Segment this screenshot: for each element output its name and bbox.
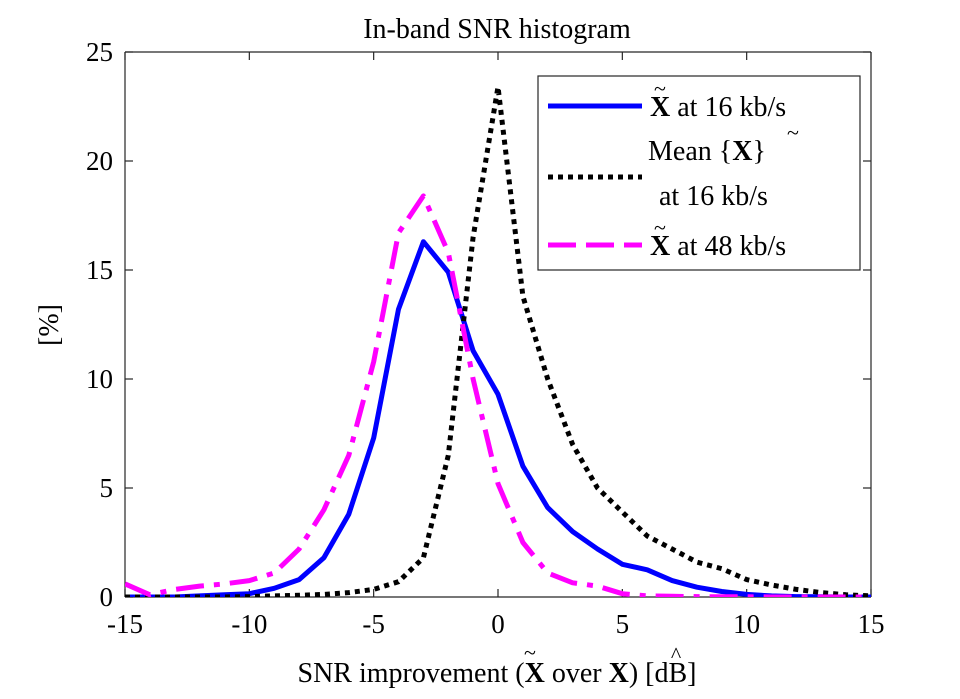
- x-tick-label: 10: [733, 609, 760, 639]
- x-label-tilde-accent: ~: [524, 640, 536, 665]
- y-tick-label: 5: [100, 473, 114, 503]
- x-tick-label: 5: [616, 609, 630, 639]
- svg-text:SNR improvement (X over X) [dB: SNR improvement (X over X) [dB]: [298, 658, 697, 689]
- y-tick-label: 0: [100, 582, 114, 612]
- series-layer: [125, 84, 871, 597]
- legend-entry-2-accent: ~: [787, 120, 799, 145]
- legend-entry-3-symbol: X at 48 kb/s: [650, 231, 786, 262]
- x-label-symbol-tilde-x: X: [525, 658, 545, 689]
- legend-entry-2-line1: Mean {X}: [648, 136, 766, 167]
- x-tick-label: -10: [231, 609, 267, 639]
- legend-entry-3-accent: ~: [654, 215, 666, 240]
- chart-title: In-band SNR histogram: [363, 14, 631, 45]
- x-tick-label: -15: [107, 609, 143, 639]
- x-label-prefix: SNR improvement (: [298, 658, 525, 689]
- legend-entry-1-symbol: X at 16 kb/s: [650, 92, 786, 123]
- legend-entry-2-line2: at 16 kb/s: [659, 181, 768, 212]
- y-tick-label: 25: [86, 37, 113, 67]
- x-label-mid: over: [545, 658, 609, 689]
- x-tick-label: 15: [858, 609, 885, 639]
- y-tick-label: 20: [86, 146, 113, 176]
- legend-entry-1-accent: ~: [654, 76, 666, 101]
- y-tick-label: 10: [86, 364, 113, 394]
- x-tick-label: -5: [362, 609, 385, 639]
- series-line-1: [125, 239, 871, 597]
- legend: X at 16 kb/s ~ Mean {X} ~ at 16 kb/s X a…: [537, 75, 861, 271]
- x-label-hat-accent: ^: [671, 642, 682, 667]
- y-axis-label: [%]: [34, 304, 65, 346]
- x-tick-label: 0: [491, 609, 505, 639]
- series-line-2: [125, 84, 871, 597]
- x-label-symbol-hat-x: X: [609, 658, 629, 689]
- y-tick-label: 15: [86, 255, 113, 285]
- series-line-3: [125, 193, 871, 597]
- axis-ticks: -15 -10 -5 0 5 10 15 0 5 10 15 20 25: [86, 37, 885, 639]
- x-label-suffix: ) [dB]: [629, 658, 697, 689]
- x-axis-label: SNR improvement (X over X) [dB] ~ ^: [298, 640, 697, 689]
